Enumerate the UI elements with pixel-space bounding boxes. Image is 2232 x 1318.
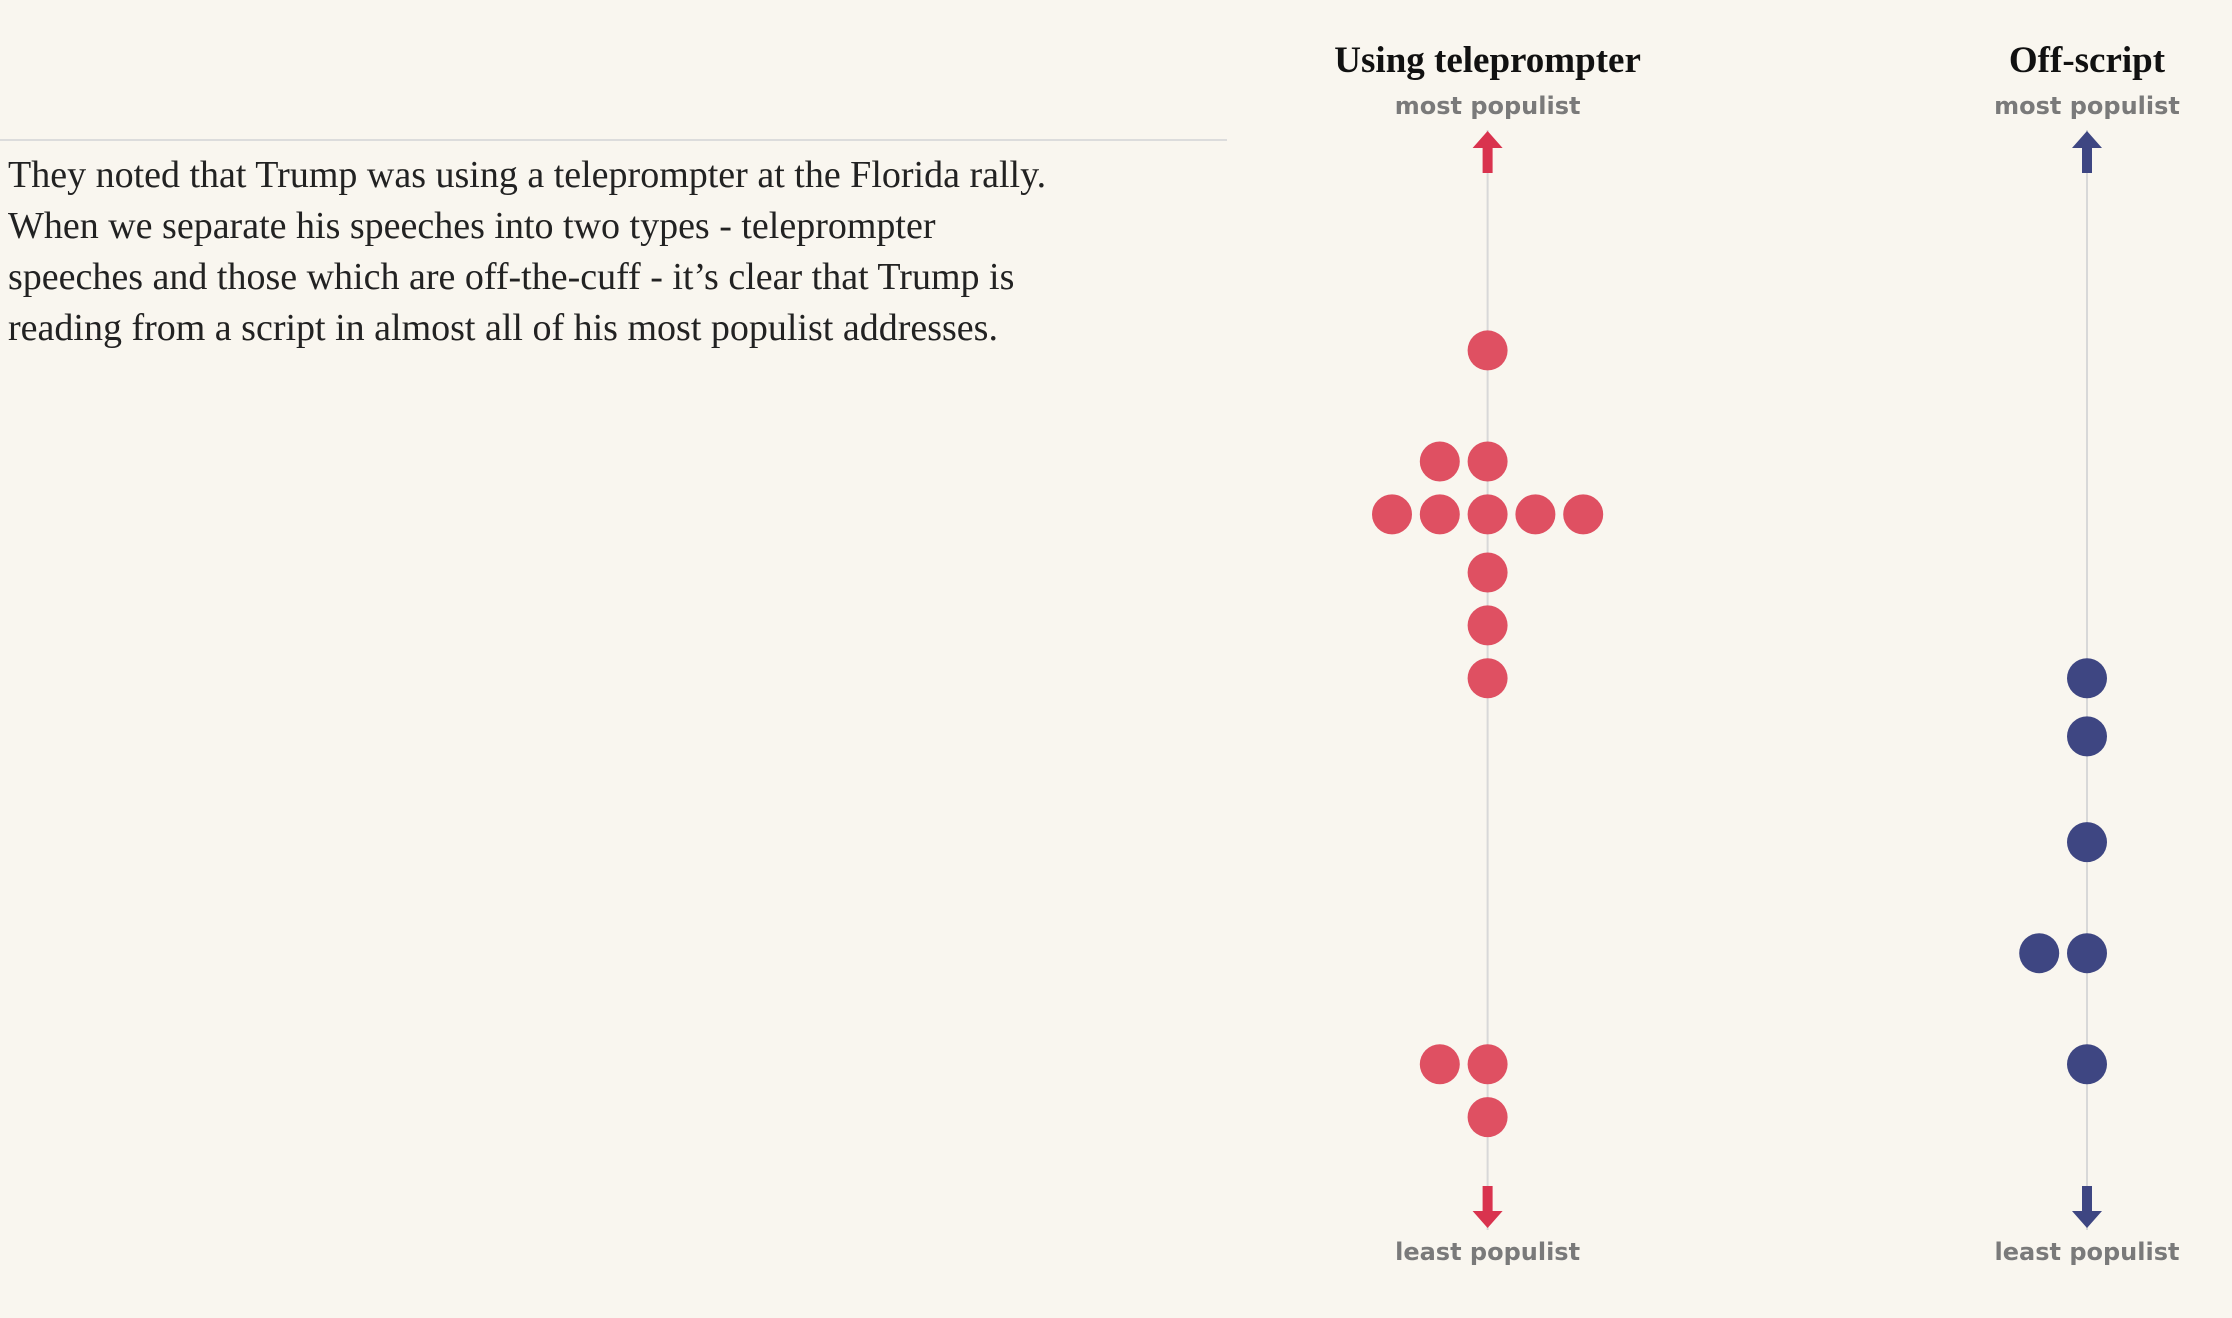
arrow-up	[2072, 131, 2102, 173]
dot	[2067, 822, 2107, 863]
paragraph-line: They noted that Trump was using a telepr…	[8, 154, 1047, 196]
dot	[1467, 330, 1508, 371]
dot	[1563, 494, 1604, 535]
paragraph: They noted that Trump was using a telepr…	[8, 150, 1046, 354]
dot	[1372, 494, 1412, 535]
dot	[2067, 658, 2107, 699]
dot	[1467, 1097, 1508, 1138]
dot	[1419, 494, 1460, 535]
dot	[1467, 658, 1508, 699]
dot	[1515, 494, 1556, 535]
arrow-up	[1472, 131, 1503, 173]
paragraph-line: When we separate his speeches into two t…	[8, 205, 936, 247]
paragraph-line: reading from a script in almost all of h…	[8, 307, 998, 349]
top-label: most populist	[1395, 92, 1581, 120]
dot	[2067, 716, 2107, 757]
top-label: most populist	[1994, 92, 2180, 120]
series-title: Using teleprompter	[1334, 40, 1641, 81]
bottom-label: least populist	[1995, 1238, 2180, 1266]
dot	[1467, 441, 1508, 482]
dot	[2067, 933, 2107, 974]
series-title: Off-script	[2009, 40, 2166, 81]
dot	[2067, 1044, 2107, 1085]
dot	[1467, 1044, 1508, 1085]
divider	[0, 139, 1227, 141]
dot	[1467, 552, 1508, 593]
dot	[1467, 494, 1508, 535]
dot	[1419, 1044, 1460, 1085]
dot	[1467, 605, 1508, 646]
dot	[1419, 441, 1460, 482]
paragraph-line: speeches and those which are off-the-cuf…	[8, 256, 1015, 298]
dot	[2019, 933, 2060, 974]
arrow-down	[1472, 1186, 1503, 1228]
arrow-down	[2072, 1186, 2102, 1228]
bottom-label: least populist	[1395, 1238, 1580, 1266]
